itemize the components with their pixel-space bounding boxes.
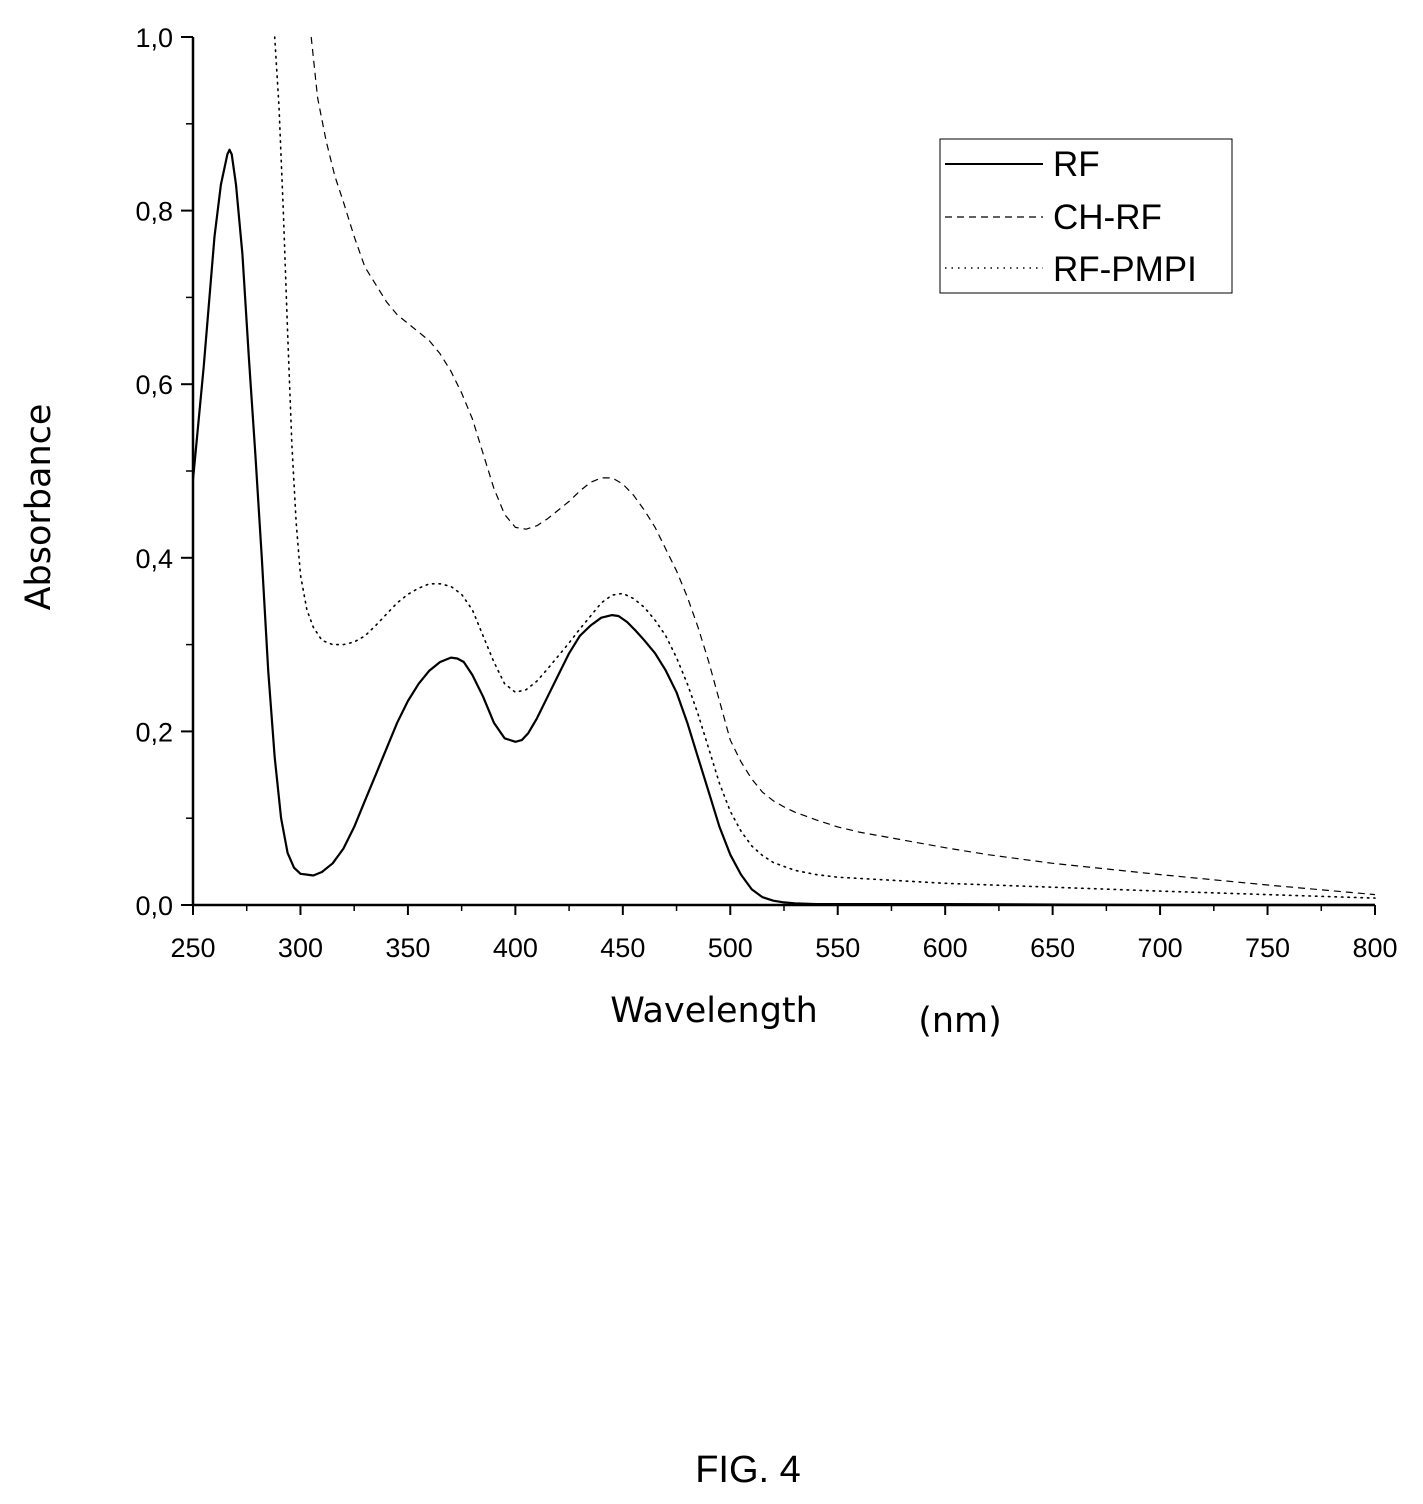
y-ticks: 0,0 0,2 0,4 0,6 0,8 1,0 [135, 23, 193, 921]
legend: RF CH-RF RF-PMPI [939, 138, 1233, 294]
x-tick-label: 250 [170, 933, 215, 963]
y-tick-label: 0,2 [135, 717, 173, 747]
x-tick-label: 500 [708, 933, 753, 963]
x-tick-label: 750 [1245, 933, 1290, 963]
x-tick-label: 600 [923, 933, 968, 963]
x-tick-label: 650 [1030, 933, 1075, 963]
legend-label-ch-rf: CH-RF [1053, 198, 1162, 237]
x-axis-title: Wavelength [610, 991, 818, 1031]
series-line-rf-pmpi [273, 36, 1376, 899]
x-tick-label: 700 [1138, 933, 1183, 963]
y-tick-label: 1,0 [135, 23, 173, 53]
series-layer [191, 36, 1376, 907]
legend-label-rf-pmpi: RF-PMPI [1053, 250, 1197, 289]
y-tick-label: 0,0 [135, 891, 173, 921]
x-tick-label: 350 [385, 933, 430, 963]
series-line-rf [191, 148, 1375, 907]
series-line-ch-rf [310, 36, 1376, 896]
y-axis-title: Absorbance [19, 404, 59, 611]
x-tick-label: 400 [493, 933, 538, 963]
y-tick-label: 0,6 [135, 370, 173, 400]
x-axis-unit: (nm) [918, 1001, 1002, 1041]
x-tick-label: 450 [600, 933, 645, 963]
x-tick-label: 550 [815, 933, 860, 963]
legend-label-rf: RF [1053, 145, 1100, 184]
x-ticks: 250 300 350 400 450 500 550 600 650 700 750 800 [170, 905, 1398, 963]
y-tick-label: 0,8 [135, 197, 173, 227]
figure-caption: FIG. 4 [695, 1449, 801, 1491]
plot-area: 250 300 350 400 450 500 550 600 650 700 750 800 0,0… [135, 23, 1397, 963]
x-tick-label: 300 [278, 933, 323, 963]
x-tick-label: 800 [1352, 933, 1397, 963]
legend-box [939, 138, 1233, 294]
y-tick-label: 0,4 [135, 544, 173, 574]
